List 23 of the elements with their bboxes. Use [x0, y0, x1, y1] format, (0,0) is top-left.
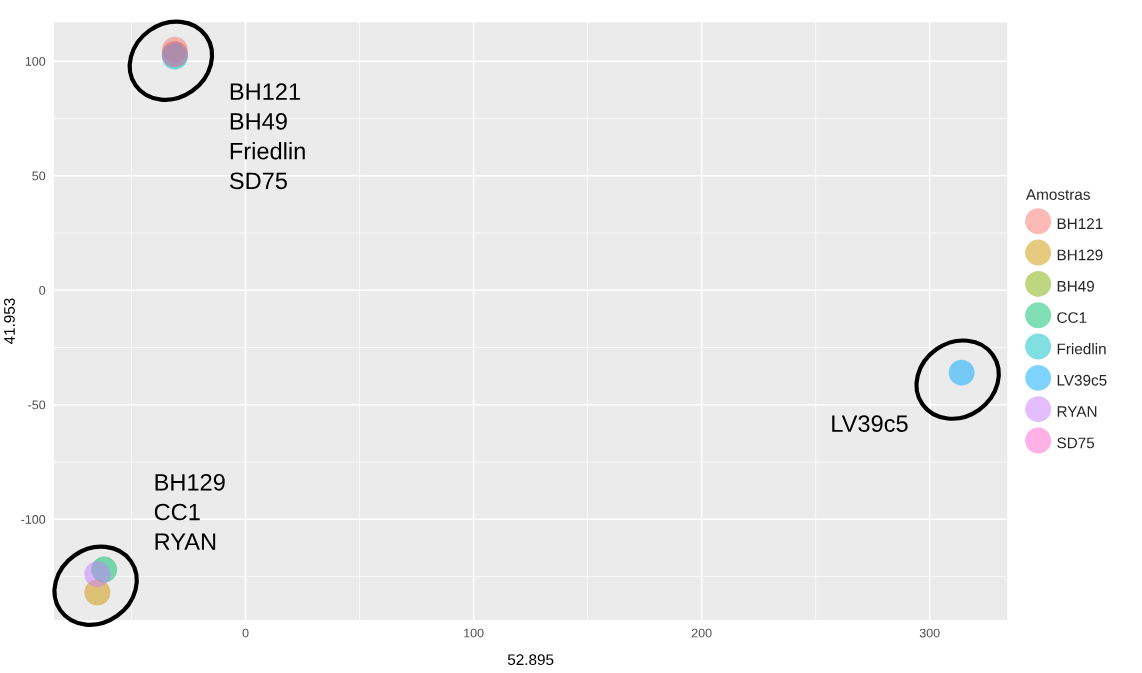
annotation: BH129 CC1 RYAN [154, 473, 225, 550]
x-tick-label: 100 [464, 628, 484, 638]
y-tick-label: -100 [21, 515, 46, 524]
legend-label: CC1 [1057, 312, 1087, 324]
legend-label: Friedlin [1057, 343, 1106, 355]
legend-label: LV39c5 [1057, 374, 1107, 386]
y-tick-label: -50 [28, 400, 46, 410]
legend-title: Amostras [1025, 189, 1090, 200]
y-tick-label: 100 [25, 56, 46, 66]
x-axis-title: 52.895 [507, 654, 554, 666]
legend-label: BH49 [1057, 280, 1094, 292]
legend-label: SD75 [1057, 437, 1095, 449]
legend-label: RYAN [1057, 406, 1097, 417]
x-tick-label: 200 [691, 628, 712, 638]
y-tick-label: 0 [39, 285, 46, 295]
y-axis-title: 41.953 [4, 298, 15, 345]
legend-label: BH121 [1057, 218, 1103, 229]
annotation: LV39c5 [832, 415, 908, 432]
legend-label: BH129 [1057, 249, 1103, 261]
x-tick-label: 300 [919, 628, 940, 638]
annotation: BH121 BH49 Friedlin SD75 [229, 83, 305, 190]
y-tick-label: 50 [32, 171, 46, 181]
x-tick-label: 0 [242, 628, 249, 638]
